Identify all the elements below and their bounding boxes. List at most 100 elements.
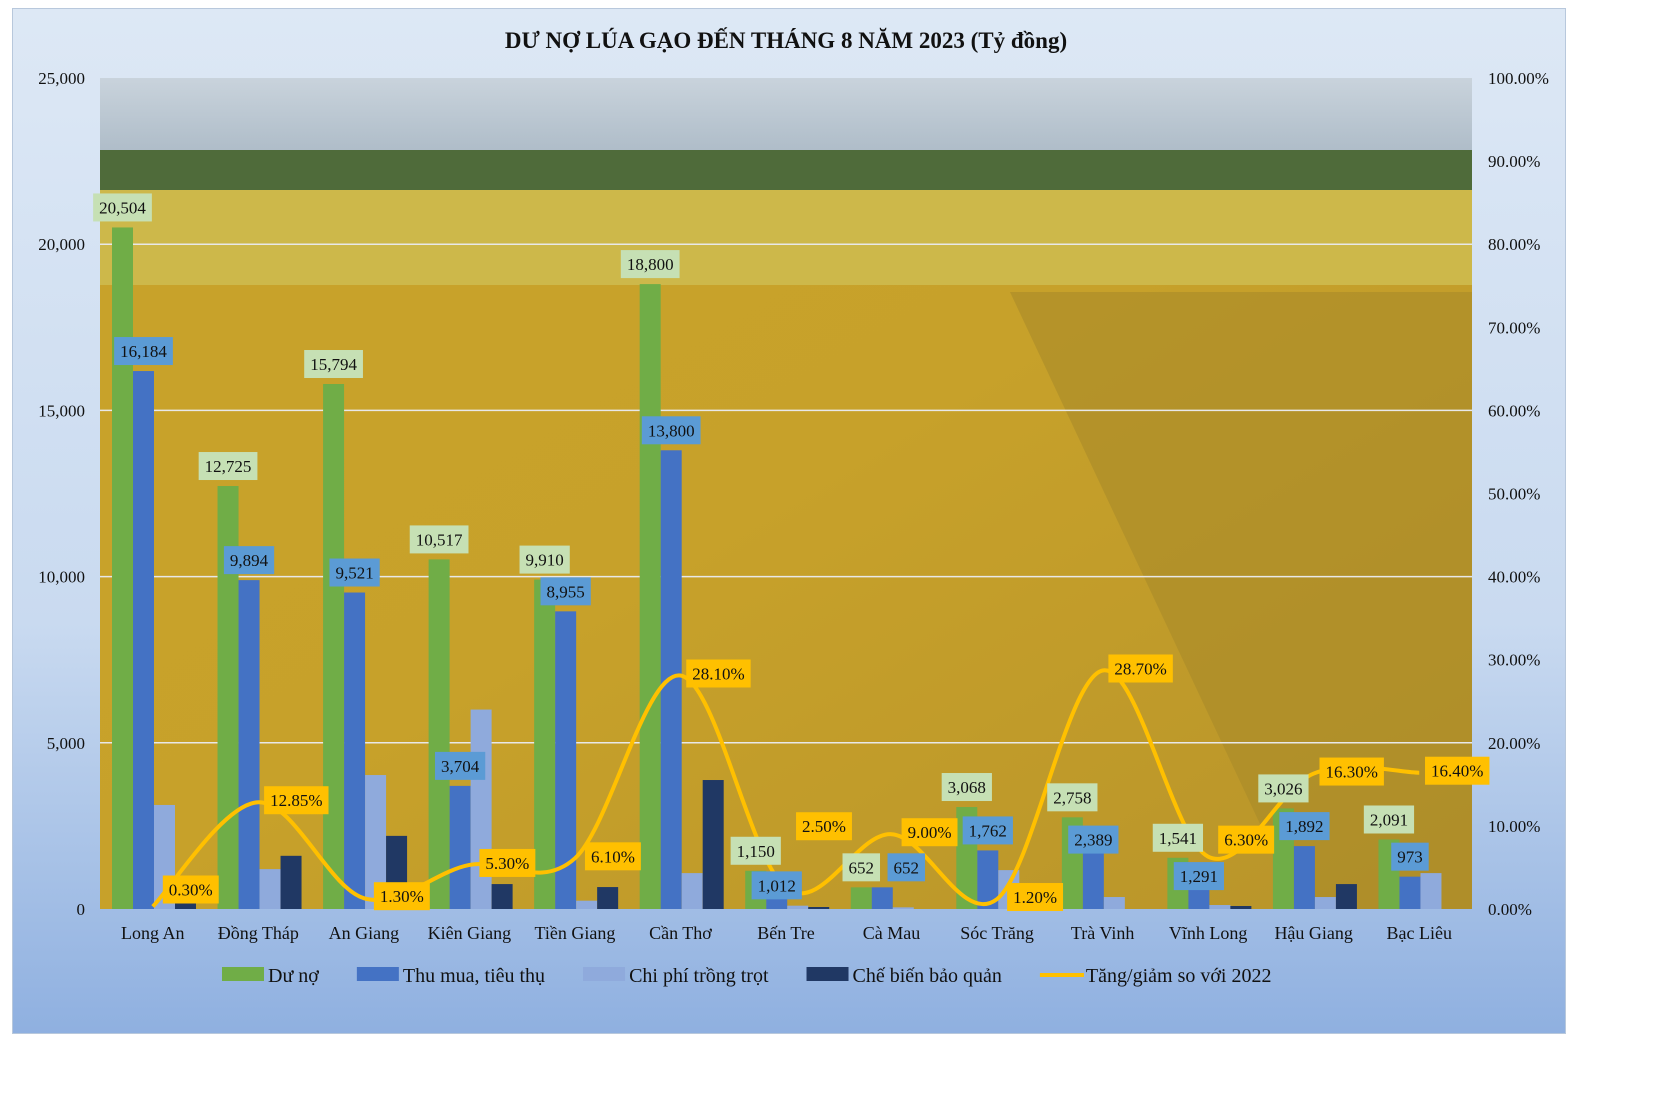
svg-text:Chế biến bảo quản: Chế biến bảo quản [853,965,1002,987]
legend-item: Thu mua, tiêu thụ [356,965,545,987]
svg-text:16.30%: 16.30% [1325,763,1377,782]
chart-title: DƯ NỢ LÚA GẠO ĐẾN THÁNG 8 NĂM 2023 (Tỷ đ… [505,27,1067,53]
x-tick-label: Cần Thơ [649,923,712,943]
data-label-1: 973 [1391,842,1429,871]
data-label-0: 20,504 [93,193,152,222]
svg-text:20,504: 20,504 [99,198,146,217]
svg-text:2,091: 2,091 [1370,810,1408,829]
data-label-0: 10,517 [409,525,469,554]
y2-tick-label: 10.00% [1488,817,1540,836]
data-label-0: 3,026 [1258,774,1309,803]
x-tick-label: Sóc Trăng [960,923,1034,943]
y2-tick-label: 60.00% [1488,401,1540,420]
data-label-1: 1,892 [1279,812,1330,841]
svg-text:5.30%: 5.30% [485,854,529,873]
percent-label: 12.85% [264,786,329,815]
svg-text:Chi phí trồng trọt: Chi phí trồng trọt [629,965,769,987]
percent-label: 9.00% [901,818,958,847]
y2-tick-label: 40.00% [1488,568,1540,587]
svg-text:Dư nợ: Dư nợ [268,965,319,987]
svg-text:1,291: 1,291 [1180,867,1218,886]
y-tick-label: 20,000 [38,235,85,254]
y-tick-label: 5,000 [47,734,85,753]
svg-text:2.50%: 2.50% [802,817,846,836]
bar-1 [977,850,999,909]
bar-0 [112,227,133,910]
data-label-0: 2,758 [1047,783,1098,812]
data-label-1: 1,762 [962,816,1013,845]
bar-2 [1209,905,1231,909]
svg-text:1.30%: 1.30% [380,887,424,906]
svg-text:10,517: 10,517 [416,530,463,549]
bar-0 [639,284,661,909]
bar-2 [1103,897,1125,909]
bar-3 [280,855,302,909]
bar-0 [534,579,556,909]
svg-text:16,184: 16,184 [120,342,167,361]
svg-text:9,894: 9,894 [230,551,269,570]
bar-2 [787,905,809,909]
data-label-1: 8,955 [540,577,591,606]
x-tick-label: Long An [121,923,185,943]
y-tick-label: 15,000 [38,401,85,420]
bar-2 [365,775,387,909]
svg-text:16.40%: 16.40% [1431,762,1483,781]
legend-swatch [222,967,264,981]
svg-text:9,521: 9,521 [335,564,373,583]
percent-label: 28.70% [1108,654,1173,683]
svg-text:1,541: 1,541 [1159,829,1197,848]
y2-tick-label: 100.00% [1488,69,1549,88]
legend-swatch [356,967,399,981]
data-label-1: 1,291 [1173,862,1225,891]
bar-2 [681,873,703,909]
bar-1 [555,611,577,909]
svg-text:9.00%: 9.00% [908,823,952,842]
bar-3 [702,780,724,909]
svg-text:13,800: 13,800 [648,421,695,440]
bar-1 [449,785,471,909]
bar-2 [892,907,914,909]
x-tick-label: Hậu Giang [1274,923,1352,943]
data-label-0: 1,150 [730,836,781,865]
percent-label: 16.40% [1425,756,1490,785]
svg-text:3,068: 3,068 [948,778,986,797]
bar-3 [1230,906,1252,909]
legend-item: Chế biến bảo quản [806,965,1002,987]
y2-tick-label: 30.00% [1488,651,1540,670]
x-tick-label: Đồng Tháp [218,923,299,943]
y2-tick-label: 20.00% [1488,734,1540,753]
bar-1 [1399,876,1421,909]
percent-label: 28.10% [686,659,751,688]
y2-tick-label: 90.00% [1488,152,1540,171]
svg-text:15,794: 15,794 [310,355,357,374]
svg-text:652: 652 [849,858,875,877]
legend-swatch [806,967,849,981]
legend-item: Chi phí trồng trọt [583,965,769,987]
bar-1 [238,580,260,909]
data-label-1: 1,012 [751,871,802,900]
svg-text:6.30%: 6.30% [1224,831,1268,850]
legend-item: Tăng/giảm so với 2022 [1039,965,1271,987]
x-tick-label: Tiền Giang [535,923,616,943]
svg-text:652: 652 [894,858,920,877]
bar-0 [428,559,450,909]
percent-label: 0.30% [162,875,219,904]
x-tick-label: Bạc Liêu [1386,923,1451,943]
percent-label: 6.30% [1218,825,1275,854]
data-label-1: 9,894 [223,546,275,575]
x-tick-label: Kiên Giang [428,923,511,943]
x-tick-label: Bến Tre [757,923,815,943]
svg-text:9,910: 9,910 [526,551,564,570]
data-label-0: 2,091 [1363,805,1415,834]
svg-text:18,800: 18,800 [627,255,674,274]
percent-label: 16.30% [1319,757,1384,786]
percent-label: 2.50% [796,812,852,841]
percent-label: 5.30% [479,848,536,877]
legend-item: Dư nợ [222,965,319,987]
svg-text:8,955: 8,955 [547,582,585,601]
bar-3 [597,887,619,909]
bar-2 [576,900,598,909]
svg-text:28.10%: 28.10% [692,664,744,683]
bar-2 [1314,897,1336,909]
data-label-0: 18,800 [620,250,680,279]
